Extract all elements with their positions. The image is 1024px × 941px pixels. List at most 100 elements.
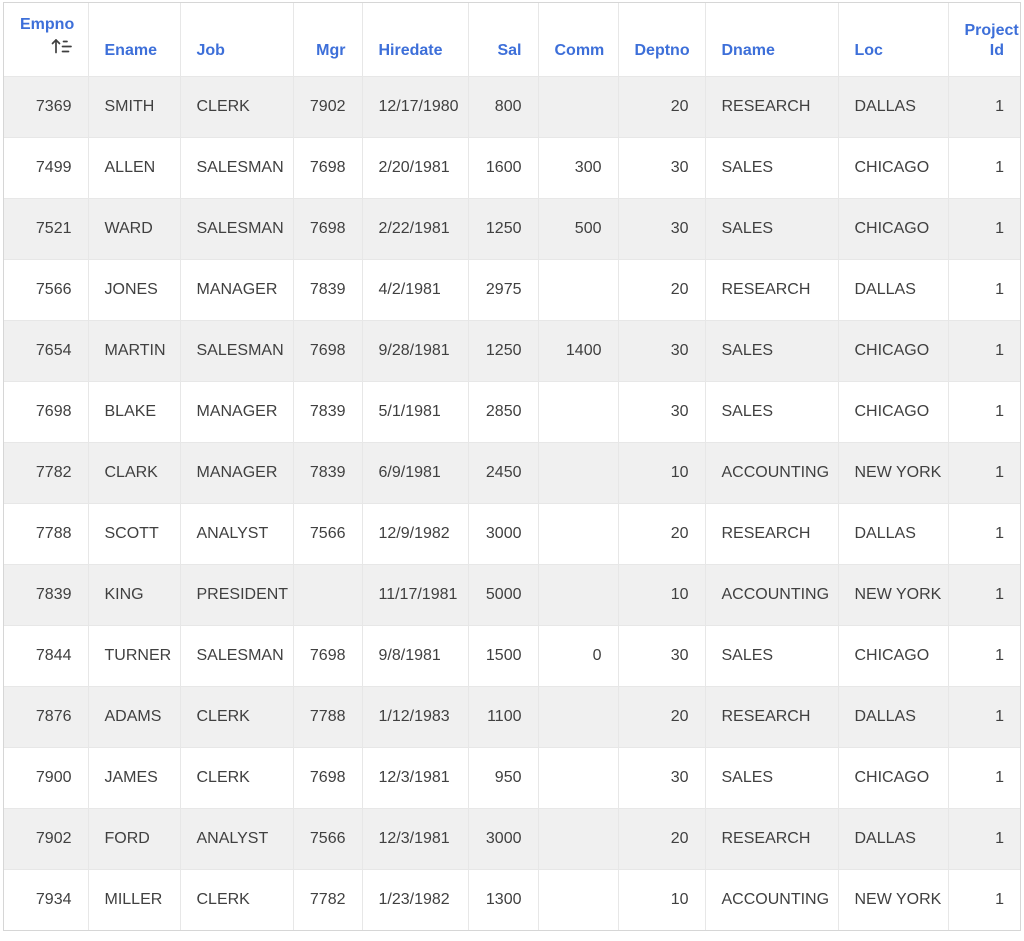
cell-mgr: 7788 bbox=[293, 686, 363, 748]
cell-hiredate: 11/17/1981 bbox=[362, 564, 469, 626]
cell-deptno: 20 bbox=[618, 76, 706, 138]
table-row: 7900 JAMES CLERK 7698 12/3/1981 950 30 SALES CHI… bbox=[4, 747, 1020, 809]
cell-ename: SCOTT bbox=[88, 503, 181, 565]
sort-ascending-icon bbox=[50, 37, 72, 55]
cell-deptno: 30 bbox=[618, 198, 706, 260]
cell-hiredate: 9/28/1981 bbox=[362, 320, 469, 382]
cell-sal: 800 bbox=[468, 76, 539, 138]
cell-empno: 7566 bbox=[4, 259, 89, 321]
column-header-project_id[interactable]: Project Id bbox=[948, 3, 1020, 77]
cell-empno: 7900 bbox=[4, 747, 89, 809]
cell-mgr: 7566 bbox=[293, 808, 363, 870]
cell-ename: CLARK bbox=[88, 442, 181, 504]
column-label-deptno: Deptno bbox=[634, 41, 690, 59]
cell-deptno: 30 bbox=[618, 137, 706, 199]
cell-sal: 950 bbox=[468, 747, 539, 809]
column-label-empno: Empno bbox=[20, 15, 75, 33]
cell-ename: TURNER bbox=[88, 625, 181, 687]
column-label-ename: Ename bbox=[104, 41, 157, 59]
table-row: 7566 JONES MANAGER 7839 4/2/1981 2975 20 RESEAR… bbox=[4, 259, 1020, 321]
cell-job: ANALYST bbox=[180, 503, 294, 565]
cell-hiredate: 12/9/1982 bbox=[362, 503, 469, 565]
cell-hiredate: 1/23/1982 bbox=[362, 869, 469, 930]
cell-sal: 5000 bbox=[468, 564, 539, 626]
column-label-project_id: Project Id bbox=[964, 21, 1019, 59]
table-row: 7782 CLARK MANAGER 7839 6/9/1981 2450 10 ACCOUN… bbox=[4, 442, 1020, 504]
cell-comm bbox=[538, 503, 619, 565]
cell-mgr: 7698 bbox=[293, 320, 363, 382]
cell-hiredate: 2/20/1981 bbox=[362, 137, 469, 199]
cell-job: MANAGER bbox=[180, 381, 294, 443]
cell-mgr bbox=[293, 564, 363, 626]
cell-sal: 1300 bbox=[468, 869, 539, 930]
column-header-deptno[interactable]: Deptno bbox=[618, 3, 706, 77]
cell-comm bbox=[538, 808, 619, 870]
cell-ename: JAMES bbox=[88, 747, 181, 809]
cell-mgr: 7566 bbox=[293, 503, 363, 565]
cell-loc: DALLAS bbox=[838, 259, 949, 321]
cell-loc: NEW YORK bbox=[838, 564, 949, 626]
cell-hiredate: 9/8/1981 bbox=[362, 625, 469, 687]
cell-ename: FORD bbox=[88, 808, 181, 870]
cell-sal: 1250 bbox=[468, 320, 539, 382]
cell-project_id: 1 bbox=[948, 503, 1020, 565]
cell-loc: CHICAGO bbox=[838, 381, 949, 443]
cell-hiredate: 2/22/1981 bbox=[362, 198, 469, 260]
cell-dname: SALES bbox=[705, 198, 839, 260]
cell-dname: ACCOUNTING bbox=[705, 442, 839, 504]
cell-project_id: 1 bbox=[948, 198, 1020, 260]
column-header-mgr[interactable]: Mgr bbox=[293, 3, 363, 77]
cell-deptno: 20 bbox=[618, 259, 706, 321]
cell-comm bbox=[538, 381, 619, 443]
page: { "table": { "sorted_column": "empno", "… bbox=[3, 2, 1021, 931]
cell-dname: RESEARCH bbox=[705, 503, 839, 565]
table-row: 7934 MILLER CLERK 7782 1/23/1982 1300 10 ACCOUN… bbox=[4, 869, 1020, 930]
table-row: 7876 ADAMS CLERK 7788 1/12/1983 1100 20 RESEARC… bbox=[4, 686, 1020, 748]
cell-project_id: 1 bbox=[948, 686, 1020, 748]
cell-project_id: 1 bbox=[948, 76, 1020, 138]
cell-sal: 1500 bbox=[468, 625, 539, 687]
column-header-hiredate[interactable]: Hiredate bbox=[362, 3, 469, 77]
cell-ename: ADAMS bbox=[88, 686, 181, 748]
cell-job: CLERK bbox=[180, 76, 294, 138]
cell-loc: CHICAGO bbox=[838, 625, 949, 687]
cell-job: SALESMAN bbox=[180, 625, 294, 687]
cell-ename: BLAKE bbox=[88, 381, 181, 443]
table-row: 7788 SCOTT ANALYST 7566 12/9/1982 3000 20 RESEA… bbox=[4, 503, 1020, 565]
cell-deptno: 20 bbox=[618, 503, 706, 565]
cell-comm bbox=[538, 442, 619, 504]
cell-hiredate: 4/2/1981 bbox=[362, 259, 469, 321]
cell-empno: 7782 bbox=[4, 442, 89, 504]
column-label-comm: Comm bbox=[554, 41, 605, 59]
column-header-loc[interactable]: Loc bbox=[838, 3, 949, 77]
column-label-sal: Sal bbox=[497, 41, 522, 59]
cell-dname: ACCOUNTING bbox=[705, 564, 839, 626]
cell-deptno: 30 bbox=[618, 320, 706, 382]
cell-deptno: 10 bbox=[618, 564, 706, 626]
cell-loc: DALLAS bbox=[838, 686, 949, 748]
column-header-sal[interactable]: Sal bbox=[468, 3, 539, 77]
table-row: 7521 WARD SALESMAN 7698 2/22/1981 1250 500 30 SA… bbox=[4, 198, 1020, 260]
table-row: 7499 ALLEN SALESMAN 7698 2/20/1981 1600 300 30 S… bbox=[4, 137, 1020, 199]
cell-loc: CHICAGO bbox=[838, 137, 949, 199]
column-label-mgr: Mgr bbox=[316, 41, 346, 59]
column-header-job[interactable]: Job bbox=[180, 3, 294, 77]
cell-deptno: 10 bbox=[618, 869, 706, 930]
column-header-dname[interactable]: Dname bbox=[705, 3, 839, 77]
cell-dname: RESEARCH bbox=[705, 259, 839, 321]
cell-sal: 1600 bbox=[468, 137, 539, 199]
table-row: 7698 BLAKE MANAGER 7839 5/1/1981 2850 30 SALES C… bbox=[4, 381, 1020, 443]
cell-project_id: 1 bbox=[948, 137, 1020, 199]
column-header-ename[interactable]: Ename bbox=[88, 3, 181, 77]
cell-job: SALESMAN bbox=[180, 198, 294, 260]
cell-sal: 1100 bbox=[468, 686, 539, 748]
cell-deptno: 20 bbox=[618, 808, 706, 870]
column-header-comm[interactable]: Comm bbox=[538, 3, 619, 77]
column-header-empno[interactable]: Empno bbox=[4, 3, 89, 77]
cell-project_id: 1 bbox=[948, 625, 1020, 687]
cell-sal: 2975 bbox=[468, 259, 539, 321]
cell-dname: SALES bbox=[705, 137, 839, 199]
cell-project_id: 1 bbox=[948, 320, 1020, 382]
cell-sal: 3000 bbox=[468, 808, 539, 870]
cell-loc: DALLAS bbox=[838, 808, 949, 870]
